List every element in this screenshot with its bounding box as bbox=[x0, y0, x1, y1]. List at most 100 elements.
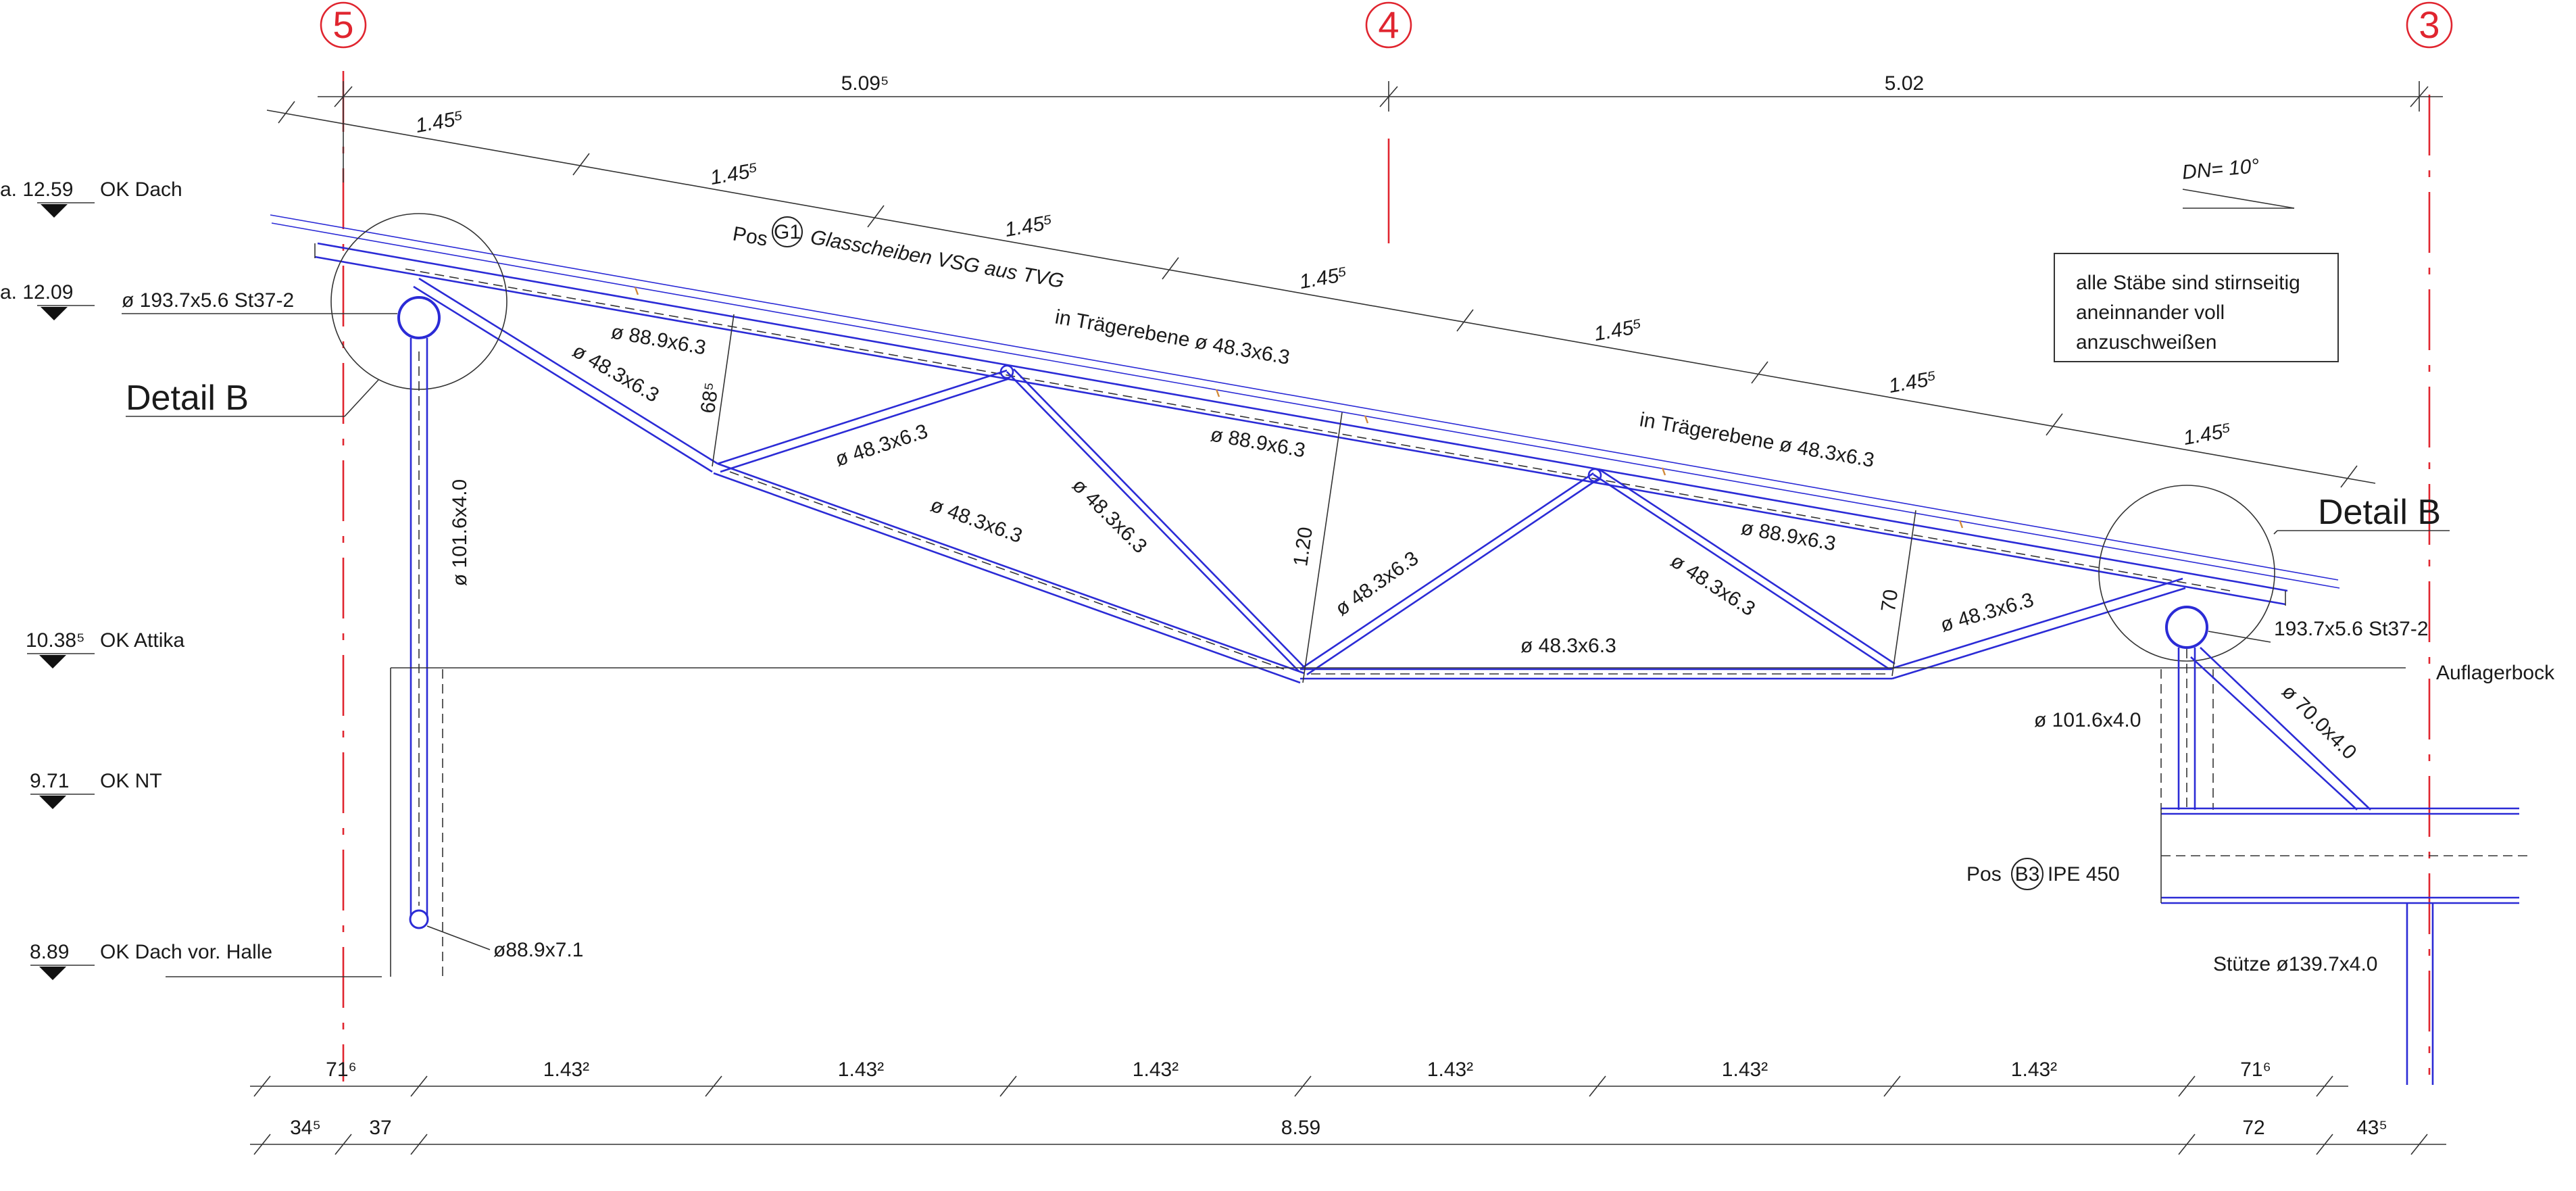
detail-leader-right bbox=[2273, 530, 2278, 535]
bottom-dim-tick bbox=[1294, 1075, 1312, 1097]
detail-leader-left bbox=[344, 379, 379, 417]
bottom-dim-tick bbox=[253, 1134, 271, 1155]
bottom-dim-text: 71⁶ bbox=[326, 1059, 357, 1081]
note-frame bbox=[2054, 253, 2339, 362]
note-box: alle Stäbe sind stirnseitig aneinnander … bbox=[2054, 253, 2339, 362]
member-axis bbox=[729, 471, 1285, 670]
tube-leader-right bbox=[2208, 631, 2271, 643]
truss-members bbox=[413, 277, 2186, 684]
bottom-dim-text: 1.43² bbox=[1133, 1059, 1179, 1081]
detail-circle-right bbox=[2098, 485, 2275, 662]
diag-label-6: ø 48.3x6.3 bbox=[1666, 550, 1759, 621]
bottom-dim-tick bbox=[253, 1075, 271, 1097]
bottom-dim-text: 1.43² bbox=[1722, 1059, 1768, 1081]
auflager-label: Auflagerbock bbox=[2436, 662, 2555, 684]
clamp bbox=[1215, 389, 1220, 397]
top-dimension-chain: 5.09⁵ 5.02 bbox=[318, 72, 2443, 183]
level-triangle bbox=[41, 204, 68, 218]
slope-dim-text: 1.45⁵ bbox=[709, 159, 760, 189]
bottom-dimension-chain-1: 71⁶ 1.43² 1.43² 1.43² 1.43² 1.43² 1.43² … bbox=[250, 1059, 2348, 1097]
bottom-dim-tick bbox=[2410, 1134, 2428, 1155]
top-chord-axis bbox=[405, 268, 2231, 591]
roof-pitch-text: DN= 10° bbox=[2181, 155, 2260, 184]
level-label: OK NT bbox=[100, 770, 162, 792]
slope-dim-texts: 1.45⁵ 1.45⁵ 1.45⁵ 1.45⁵ 1.45⁵ 1.45⁵ 1.45… bbox=[414, 107, 2233, 449]
top-chord-lower bbox=[314, 256, 2286, 606]
level-value: a. 12.59 bbox=[0, 178, 73, 201]
bottom-dim-tick bbox=[2178, 1075, 2196, 1097]
slope-dim-text: 1.45⁵ bbox=[2182, 419, 2233, 449]
axis-label-4: 4 bbox=[1378, 3, 1399, 46]
height-dim-text-3: 70 bbox=[1877, 588, 1902, 614]
level-triangle bbox=[41, 307, 68, 320]
slope-dim-tick bbox=[867, 205, 885, 228]
level-label: OK Dach bbox=[100, 178, 182, 201]
diagonal-member bbox=[1013, 368, 1306, 669]
left-support: ø 193.7x5.6 St37-2 Detail B ø 101.6x4.0 … bbox=[122, 213, 583, 980]
slope-dim-tick bbox=[1456, 309, 1474, 332]
bottom-dim-tick bbox=[1883, 1075, 1901, 1097]
tube-section-left bbox=[397, 296, 441, 339]
clamp bbox=[1661, 467, 1666, 476]
top-dim-tick bbox=[1379, 86, 1398, 107]
diagonal-member bbox=[720, 377, 1010, 473]
diagonal-member bbox=[1299, 472, 1594, 671]
diagonal-member bbox=[1306, 477, 1600, 676]
slope-dim-text: 1.45⁵ bbox=[1004, 211, 1055, 241]
axis-label-3: 3 bbox=[2419, 3, 2439, 46]
glass-edge-bottom bbox=[271, 222, 2340, 589]
note-line-2: aneinnander voll bbox=[2076, 301, 2225, 324]
detail-label-right: Detail B bbox=[2318, 493, 2441, 532]
chord-label-1: ø 88.9x6.3 bbox=[610, 320, 708, 359]
bottom-dim-1-texts: 71⁶ 1.43² 1.43² 1.43² 1.43² 1.43² 1.43² … bbox=[326, 1059, 2271, 1081]
bottom-dim-text: 34⁵ bbox=[290, 1117, 321, 1139]
bottom-dim-1-ticks bbox=[253, 1075, 2333, 1097]
bottom-dim-2-ticks bbox=[253, 1134, 2428, 1155]
top-dim-text-2: 5.02 bbox=[1885, 72, 1924, 95]
bottom-dim-tick bbox=[1589, 1075, 1606, 1097]
tube-section-right bbox=[2165, 606, 2208, 649]
level-triangle bbox=[39, 655, 66, 669]
diagonal-member bbox=[717, 369, 1008, 465]
column-label-right: ø 101.6x4.0 bbox=[2034, 709, 2141, 731]
bottom-chord-left bbox=[717, 462, 1305, 675]
note-line-1: alle Stäbe sind stirnseitig bbox=[2076, 272, 2300, 294]
bottom-dim-text: 1.43² bbox=[838, 1059, 884, 1081]
level-value: 9.71 bbox=[30, 770, 69, 792]
top-dim-text-1: 5.09⁵ bbox=[841, 72, 889, 95]
bottom-dim-text: 1.43² bbox=[2011, 1059, 2057, 1081]
grid-axes: 5 4 3 bbox=[320, 1, 2453, 1081]
pos-g1-prefix: Pos bbox=[731, 222, 770, 250]
tube-label-left: ø 193.7x5.6 St37-2 bbox=[122, 289, 294, 312]
level-value: 10.38⁵ bbox=[26, 629, 85, 652]
right-support: Detail B 193.7x5.6 St37-2 Auflagerbock ø… bbox=[1966, 485, 2555, 1085]
slope-dimension-chain: 1.45⁵ 1.45⁵ 1.45⁵ 1.45⁵ 1.45⁵ 1.45⁵ 1.45… bbox=[266, 101, 2376, 488]
pos-g1-tag: G1 bbox=[774, 221, 801, 243]
bottom-dim-tick bbox=[410, 1134, 428, 1155]
diagonal-member bbox=[1593, 473, 1890, 671]
height-dim-line bbox=[1891, 510, 1916, 677]
bottom-dim-tick bbox=[2178, 1134, 2196, 1155]
truss-height-dims: 68⁵ 1.20 70 bbox=[697, 314, 1916, 683]
slope-dim-tick bbox=[1751, 361, 1768, 384]
detail-circle-left bbox=[330, 213, 507, 390]
slope-dim-text: 1.45⁵ bbox=[414, 107, 466, 137]
stuetze-label: Stütze ø139.7x4.0 bbox=[2213, 953, 2378, 975]
slope-dim-text: 1.45⁵ bbox=[1887, 367, 1939, 397]
node bbox=[999, 364, 1014, 379]
diagonal-member bbox=[1889, 577, 2183, 671]
bottom-dim-tick bbox=[705, 1075, 722, 1097]
bottom-dim-text: 1.43² bbox=[543, 1059, 589, 1081]
bottom-dim-tick bbox=[335, 1134, 352, 1155]
diagonal-member bbox=[1598, 468, 1896, 665]
level-triangle bbox=[39, 967, 66, 980]
bottom-dim-text: 1.43² bbox=[1427, 1059, 1473, 1081]
level-value: a. 12.09 bbox=[0, 281, 73, 303]
slope-dim-tick bbox=[2046, 413, 2063, 436]
diagonal-member bbox=[418, 277, 718, 465]
slope-dim-tick bbox=[2340, 465, 2358, 488]
height-dim-line bbox=[1302, 412, 1343, 683]
bottom-chord-label: ø 48.3x6.3 bbox=[1520, 635, 1616, 657]
level-markers: a. 12.59 OK Dach a. 12.09 10.38⁵ OK Atti… bbox=[0, 178, 272, 980]
diagonal-member bbox=[1006, 371, 1299, 672]
